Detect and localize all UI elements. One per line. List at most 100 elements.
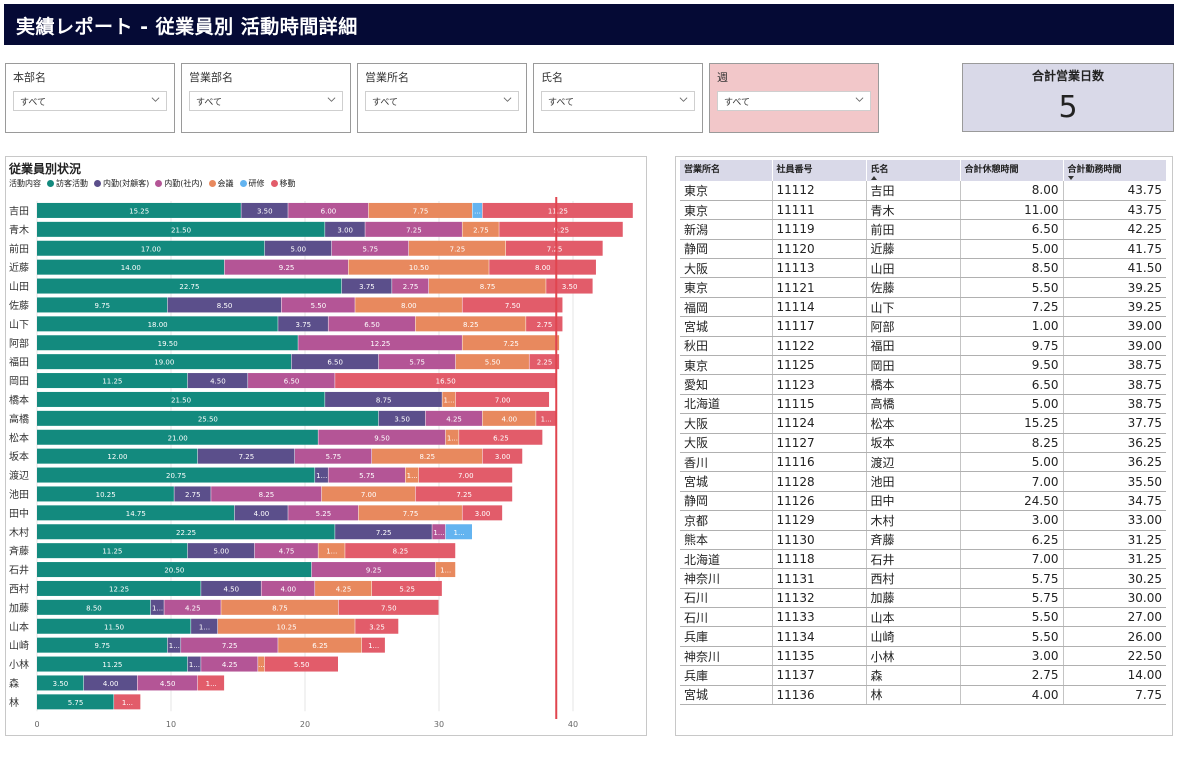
bar-segment[interactable] <box>181 637 278 653</box>
bar-segment[interactable] <box>174 486 211 502</box>
bar-segment[interactable] <box>37 259 225 275</box>
bar-segment[interactable] <box>462 335 560 351</box>
bar-segment[interactable] <box>331 240 409 256</box>
bar-segment[interactable] <box>264 240 332 256</box>
table-row[interactable]: 東京 11112 吉田 8.00 43.75 <box>680 181 1166 201</box>
bar-segment[interactable] <box>197 675 225 691</box>
bar-segment[interactable] <box>445 429 459 445</box>
bar-segment[interactable] <box>311 562 436 578</box>
bar-segment[interactable] <box>472 202 483 218</box>
bar-segment[interactable] <box>338 599 439 615</box>
table-row[interactable]: 宮城 11128 池田 7.00 35.50 <box>680 471 1166 492</box>
bar-segment[interactable] <box>368 202 472 218</box>
column-header[interactable]: 合計休憩時間 <box>960 160 1064 181</box>
bar-segment[interactable] <box>37 391 325 407</box>
bar-segment[interactable] <box>37 524 335 540</box>
bar-segment[interactable] <box>546 278 593 294</box>
bar-segment[interactable] <box>37 240 265 256</box>
bar-segment[interactable] <box>37 335 298 351</box>
bar-segment[interactable] <box>358 505 462 521</box>
bar-segment[interactable] <box>191 618 218 634</box>
bar-segment[interactable] <box>418 467 513 483</box>
bar-segment[interactable] <box>248 373 335 389</box>
bar-segment[interactable] <box>489 259 596 275</box>
column-header[interactable]: 合計勤務時間 <box>1063 160 1167 181</box>
bar-segment[interactable] <box>345 543 456 559</box>
table-row[interactable]: 新潟 11119 前田 6.50 42.25 <box>680 219 1166 240</box>
table-row[interactable]: 香川 11116 渡辺 5.00 36.25 <box>680 452 1166 473</box>
bar-segment[interactable] <box>455 354 529 370</box>
bar-segment[interactable] <box>278 316 328 332</box>
bar-segment[interactable] <box>318 429 446 445</box>
bar-segment[interactable] <box>37 543 188 559</box>
bar-segment[interactable] <box>325 221 365 237</box>
table-row[interactable]: 大阪 11127 坂本 8.25 36.25 <box>680 433 1166 453</box>
bar-segment[interactable] <box>462 297 563 313</box>
bar-segment[interactable] <box>37 354 292 370</box>
bar-segment[interactable] <box>462 505 503 521</box>
bar-segment[interactable] <box>167 297 282 313</box>
bar-segment[interactable] <box>355 618 399 634</box>
bar-segment[interactable] <box>187 656 201 672</box>
bar-segment[interactable] <box>37 278 342 294</box>
table-row[interactable]: 熊本 11130 斉藤 6.25 31.25 <box>680 530 1166 550</box>
bar-segment[interactable] <box>150 599 164 615</box>
bar-segment[interactable] <box>37 656 188 672</box>
bar-segment[interactable] <box>37 505 235 521</box>
bar-segment[interactable] <box>37 316 278 332</box>
bar-segment[interactable] <box>241 202 288 218</box>
bar-segment[interactable] <box>201 580 261 596</box>
bar-segment[interactable] <box>435 562 456 578</box>
bar-segment[interactable] <box>405 467 419 483</box>
bar-segment[interactable] <box>291 354 379 370</box>
table-row[interactable]: 石川 11133 山本 5.50 27.00 <box>680 607 1166 628</box>
bar-segment[interactable] <box>224 259 349 275</box>
table-row[interactable]: 愛知 11123 橋本 6.50 38.75 <box>680 374 1166 395</box>
table-row[interactable]: 大阪 11113 山田 8.50 41.50 <box>680 258 1166 279</box>
table-row[interactable]: 大阪 11124 松本 15.25 37.75 <box>680 413 1166 434</box>
bar-segment[interactable] <box>335 524 432 540</box>
bar-segment[interactable] <box>37 562 312 578</box>
bar-segment[interactable] <box>392 278 429 294</box>
bar-segment[interactable] <box>321 486 416 502</box>
week-dropdown[interactable]: すべて <box>717 91 871 111</box>
bar-segment[interactable] <box>37 675 84 691</box>
bar-segment[interactable] <box>325 391 442 407</box>
column-header[interactable]: 氏名 <box>866 160 961 181</box>
bar-segment[interactable] <box>482 410 536 426</box>
table-row[interactable]: 兵庫 11137 森 2.75 14.00 <box>680 665 1166 686</box>
table-row[interactable]: 静岡 11126 田中 24.50 34.75 <box>680 491 1166 512</box>
bar-segment[interactable] <box>348 259 489 275</box>
honbu-dropdown[interactable]: すべて <box>13 91 167 111</box>
bar-segment[interactable] <box>37 467 315 483</box>
bar-segment[interactable] <box>211 486 322 502</box>
bar-segment[interactable] <box>167 637 181 653</box>
eigyosho-dropdown[interactable]: すべて <box>365 91 519 111</box>
bar-segment[interactable] <box>258 656 265 672</box>
table-row[interactable]: 京都 11129 木村 3.00 33.00 <box>680 510 1166 531</box>
bar-segment[interactable] <box>482 202 633 218</box>
bar-segment[interactable] <box>187 373 248 389</box>
bar-segment[interactable] <box>187 543 255 559</box>
legend-item[interactable]: 移動 <box>270 178 296 189</box>
bar-segment[interactable] <box>281 297 355 313</box>
bar-segment[interactable] <box>526 316 563 332</box>
bar-segment[interactable] <box>264 656 338 672</box>
bar-segment[interactable] <box>445 524 472 540</box>
bar-segment[interactable] <box>201 656 258 672</box>
bar-segment[interactable] <box>455 391 550 407</box>
bar-segment[interactable] <box>408 240 506 256</box>
bar-segment[interactable] <box>37 599 151 615</box>
bar-segment[interactable] <box>428 278 546 294</box>
bar-segment[interactable] <box>278 637 362 653</box>
bar-segment[interactable] <box>288 505 359 521</box>
table-row[interactable]: 東京 11121 佐藤 5.50 39.25 <box>680 277 1166 298</box>
bar-segment[interactable] <box>328 467 405 483</box>
bar-segment[interactable] <box>197 448 295 464</box>
table-row[interactable]: 静岡 11120 近藤 5.00 41.75 <box>680 239 1166 260</box>
table-row[interactable]: 北海道 11115 高橋 5.00 38.75 <box>680 394 1166 415</box>
bar-segment[interactable] <box>415 316 526 332</box>
bar-segment[interactable] <box>37 448 198 464</box>
table-row[interactable]: 兵庫 11134 山崎 5.50 26.00 <box>680 626 1166 647</box>
bar-segment[interactable] <box>37 429 318 445</box>
